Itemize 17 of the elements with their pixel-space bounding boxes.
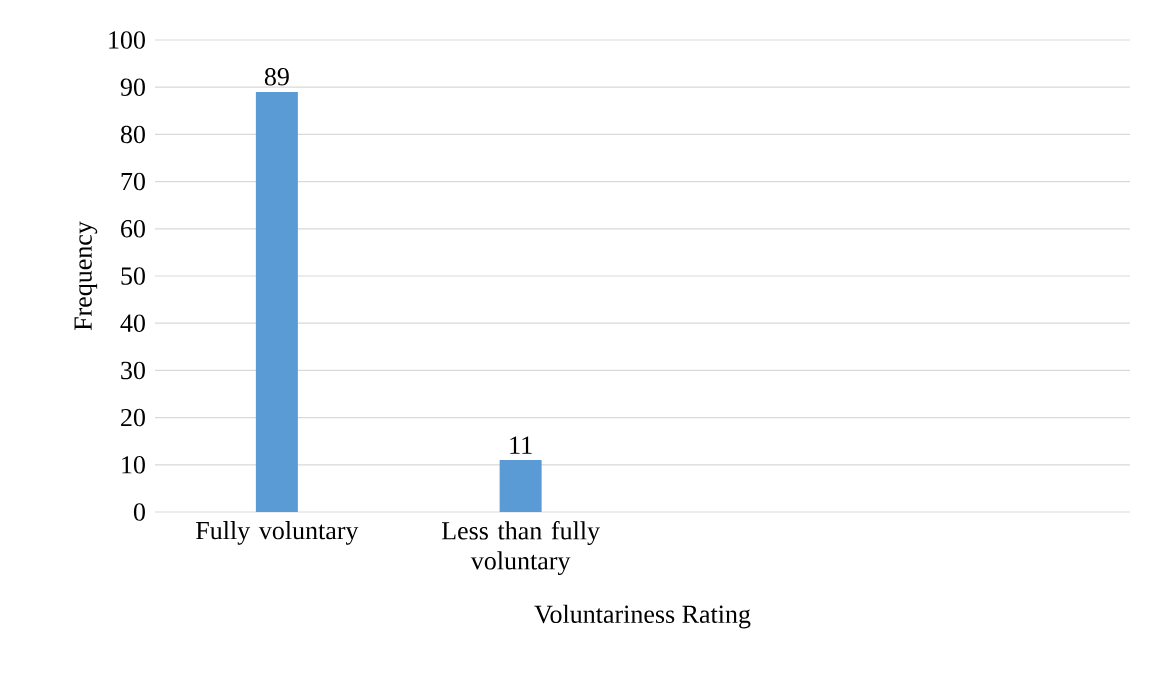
y-tick-label: 10 bbox=[122, 456, 145, 474]
y-tick-label: 70 bbox=[121, 172, 145, 191]
y-tick-label: 90 bbox=[120, 78, 145, 96]
y-tick-label: 100 bbox=[109, 31, 145, 49]
y-tick-label: 30 bbox=[121, 361, 145, 380]
x-axis-title: Voluntariness Rating bbox=[534, 604, 751, 629]
data-label: 89 bbox=[264, 67, 289, 86]
y-tick-label: 0 bbox=[133, 503, 145, 521]
y-tick-label: 60 bbox=[121, 220, 145, 238]
x-tick-label: Fully voluntary bbox=[196, 521, 359, 545]
y-tick-label: 20 bbox=[121, 408, 145, 427]
y-tick-label: 40 bbox=[120, 314, 145, 332]
data-label: 11 bbox=[510, 436, 532, 454]
y-axis-title: Frequency bbox=[74, 221, 98, 331]
x-tick-label: Less than fully voluntary bbox=[441, 521, 600, 575]
y-tick-label: 50 bbox=[121, 267, 145, 285]
y-tick-label: 80 bbox=[120, 125, 145, 144]
